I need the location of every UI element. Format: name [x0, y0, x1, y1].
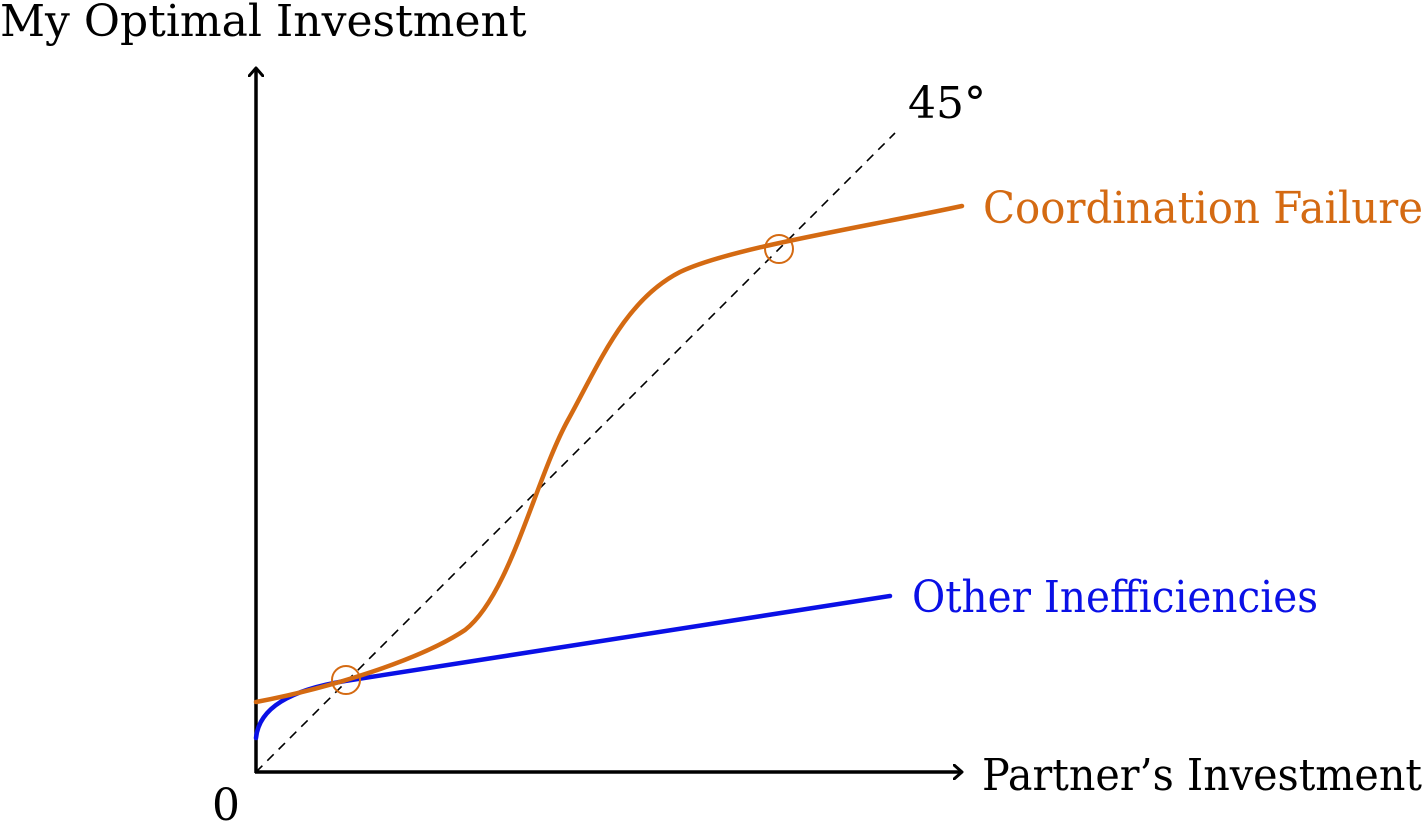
origin-label: 0	[212, 780, 240, 823]
diagonal-label: 45°	[908, 78, 986, 129]
other-inefficiencies-label: Other Inefficiencies	[912, 572, 1318, 623]
equilibrium-marker-low	[331, 665, 361, 695]
coordination-failure-label: Coordination Failure	[983, 183, 1423, 234]
y-axis-label: My Optimal Investment	[0, 0, 527, 47]
x-axis-label: Partner’s Investment	[982, 750, 1422, 801]
equilibrium-marker-high	[764, 234, 794, 264]
coordination-failure-curve	[253, 203, 965, 705]
